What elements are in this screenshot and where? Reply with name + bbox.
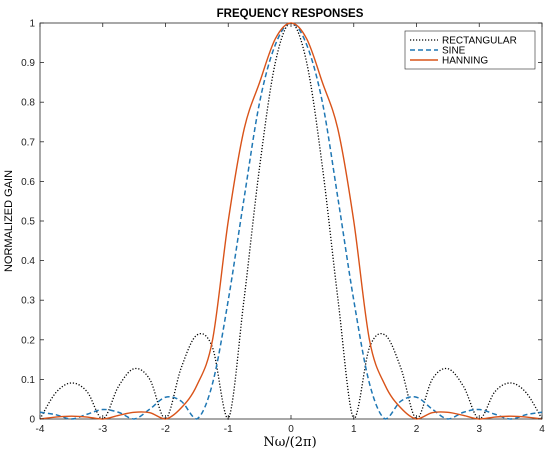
x-tick-label: -1: [224, 424, 233, 435]
legend-label-rectangular: RECTANGULAR: [442, 36, 517, 47]
x-tick-label: -2: [161, 424, 170, 435]
y-tick-label: 0.9: [21, 58, 35, 69]
y-tick-label: 0: [29, 415, 35, 426]
y-tick-label: 0.8: [21, 98, 35, 109]
y-tick-label: 0.7: [21, 137, 35, 148]
y-axis-label: NORMALIZED GAIN: [3, 170, 15, 272]
y-tick-label: 0.6: [21, 177, 35, 188]
x-tick-label: 4: [539, 424, 545, 435]
y-tick-label: 0.2: [21, 335, 35, 346]
x-tick-label: 2: [414, 424, 420, 435]
legend-label-hanning: HANNING: [442, 56, 488, 67]
y-tick-label: 0.5: [21, 217, 35, 228]
series-rectangular: [39, 22, 543, 420]
x-axis-label: Nω/(2π): [263, 435, 316, 450]
chart-title: FREQUENCY RESPONSES: [217, 8, 364, 20]
x-tick-label: -3: [98, 424, 107, 435]
x-tick-label: -4: [36, 424, 45, 435]
y-tick-label: 0.1: [21, 375, 35, 386]
y-tick-label: 0.4: [21, 256, 35, 267]
axis-ticks: -4 -3 -2 -1 0 1 2 3 4 0 0.1 0.2 0.3 0.4 0.5 0.6 0.7 0.8 0.…: [21, 19, 545, 436]
series-sine: [39, 22, 543, 420]
plot-area: [39, 22, 543, 420]
legend: RECTANGULAR SINE HANNING: [404, 30, 536, 70]
x-tick-label: 3: [476, 424, 482, 435]
y-tick-label: 0.3: [21, 296, 35, 307]
x-tick-label: 0: [288, 424, 294, 435]
x-tick-label: 1: [351, 424, 357, 435]
legend-label-sine: SINE: [442, 46, 466, 57]
y-tick-label: 1: [29, 19, 35, 30]
series-line-rectangular: [39, 22, 543, 420]
series-line-sine: [39, 22, 543, 420]
